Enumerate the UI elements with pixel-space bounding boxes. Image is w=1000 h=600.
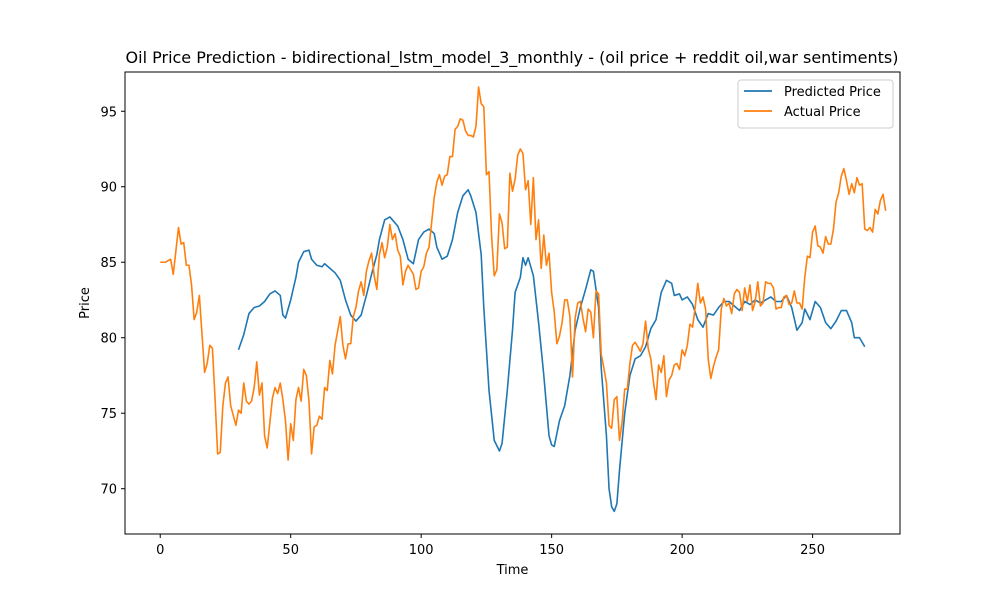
legend-label: Predicted Price	[784, 85, 881, 100]
x-tick-label: 200	[670, 543, 695, 558]
x-tick-label: 50	[282, 543, 299, 558]
series-line-actual-price	[160, 86, 887, 461]
series-layer	[160, 86, 887, 513]
y-tick-label: 95	[100, 105, 117, 120]
legend: Predicted Price Actual Price	[737, 79, 894, 129]
y-axis: 70 75 80 85 90 95	[100, 105, 125, 498]
plot-area	[124, 71, 901, 535]
legend-box	[737, 79, 894, 129]
legend-label: Actual Price	[784, 105, 861, 120]
y-axis-label: Price	[78, 287, 93, 319]
y-tick-label: 85	[100, 256, 117, 271]
plot-frame	[124, 71, 901, 535]
y-tick-label: 90	[100, 181, 117, 196]
chart-title: Oil Price Prediction - bidirectional_lst…	[126, 48, 899, 68]
x-axis-label: Time	[496, 563, 529, 578]
y-tick-label: 70	[100, 483, 117, 498]
series-line-predicted-price	[237, 188, 866, 513]
x-tick-label: 100	[409, 543, 434, 558]
x-tick-label: 0	[156, 543, 164, 558]
x-tick-label: 150	[539, 543, 564, 558]
y-tick-label: 75	[100, 407, 117, 422]
x-tick-label: 250	[800, 543, 825, 558]
x-axis: 0 50 100 150 200 250	[156, 534, 825, 558]
y-tick-label: 80	[100, 332, 117, 347]
